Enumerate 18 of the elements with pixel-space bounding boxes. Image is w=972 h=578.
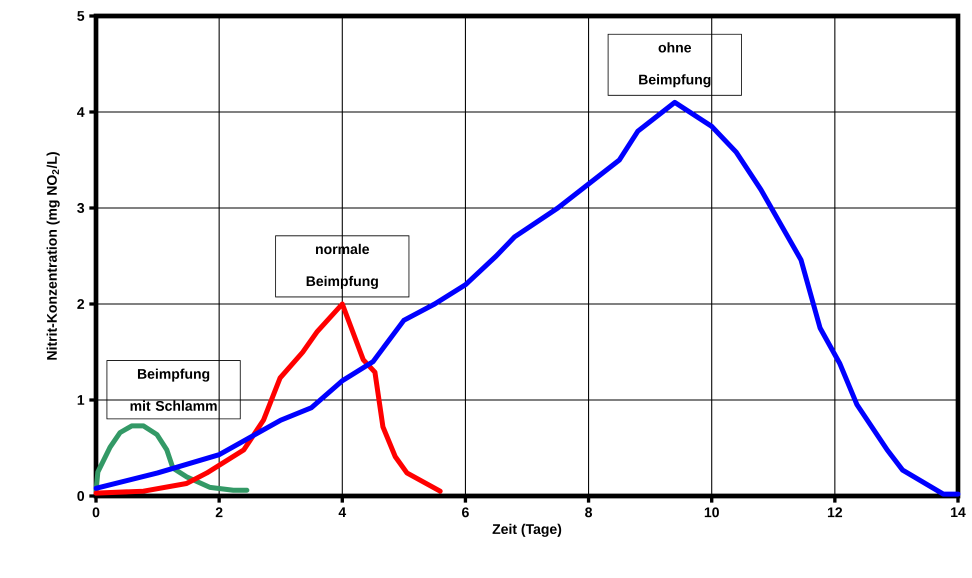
x-tick-label: 6 xyxy=(462,507,469,518)
y-tick-label: 0 xyxy=(77,491,84,501)
x-tick-label: 0 xyxy=(92,507,100,518)
text: Beimpfung mit Schlamm xyxy=(130,368,217,411)
x-axis-title: Zeit (Tage) xyxy=(492,524,562,537)
y-tick-label: 4 xyxy=(77,107,85,117)
x-tick-label: 4 xyxy=(338,507,346,517)
y-tick-label: 5 xyxy=(77,11,84,21)
y-tick-label: 2 xyxy=(77,299,84,309)
y-tick-label: 1 xyxy=(78,395,84,405)
y-axis-title: Nitrit-Konzentration (mg NO$_{2}$/L) xyxy=(46,152,60,360)
x-tick-label: 14 xyxy=(951,507,966,517)
text: ohne Beimpfung xyxy=(639,42,710,88)
x-tick-label: 2 xyxy=(216,507,222,518)
x-tick-label: 12 xyxy=(828,507,842,518)
y-tick-label: 3 xyxy=(77,203,84,213)
x-tick-label: 10 xyxy=(704,507,719,518)
x-tick-label: 8 xyxy=(585,507,592,518)
